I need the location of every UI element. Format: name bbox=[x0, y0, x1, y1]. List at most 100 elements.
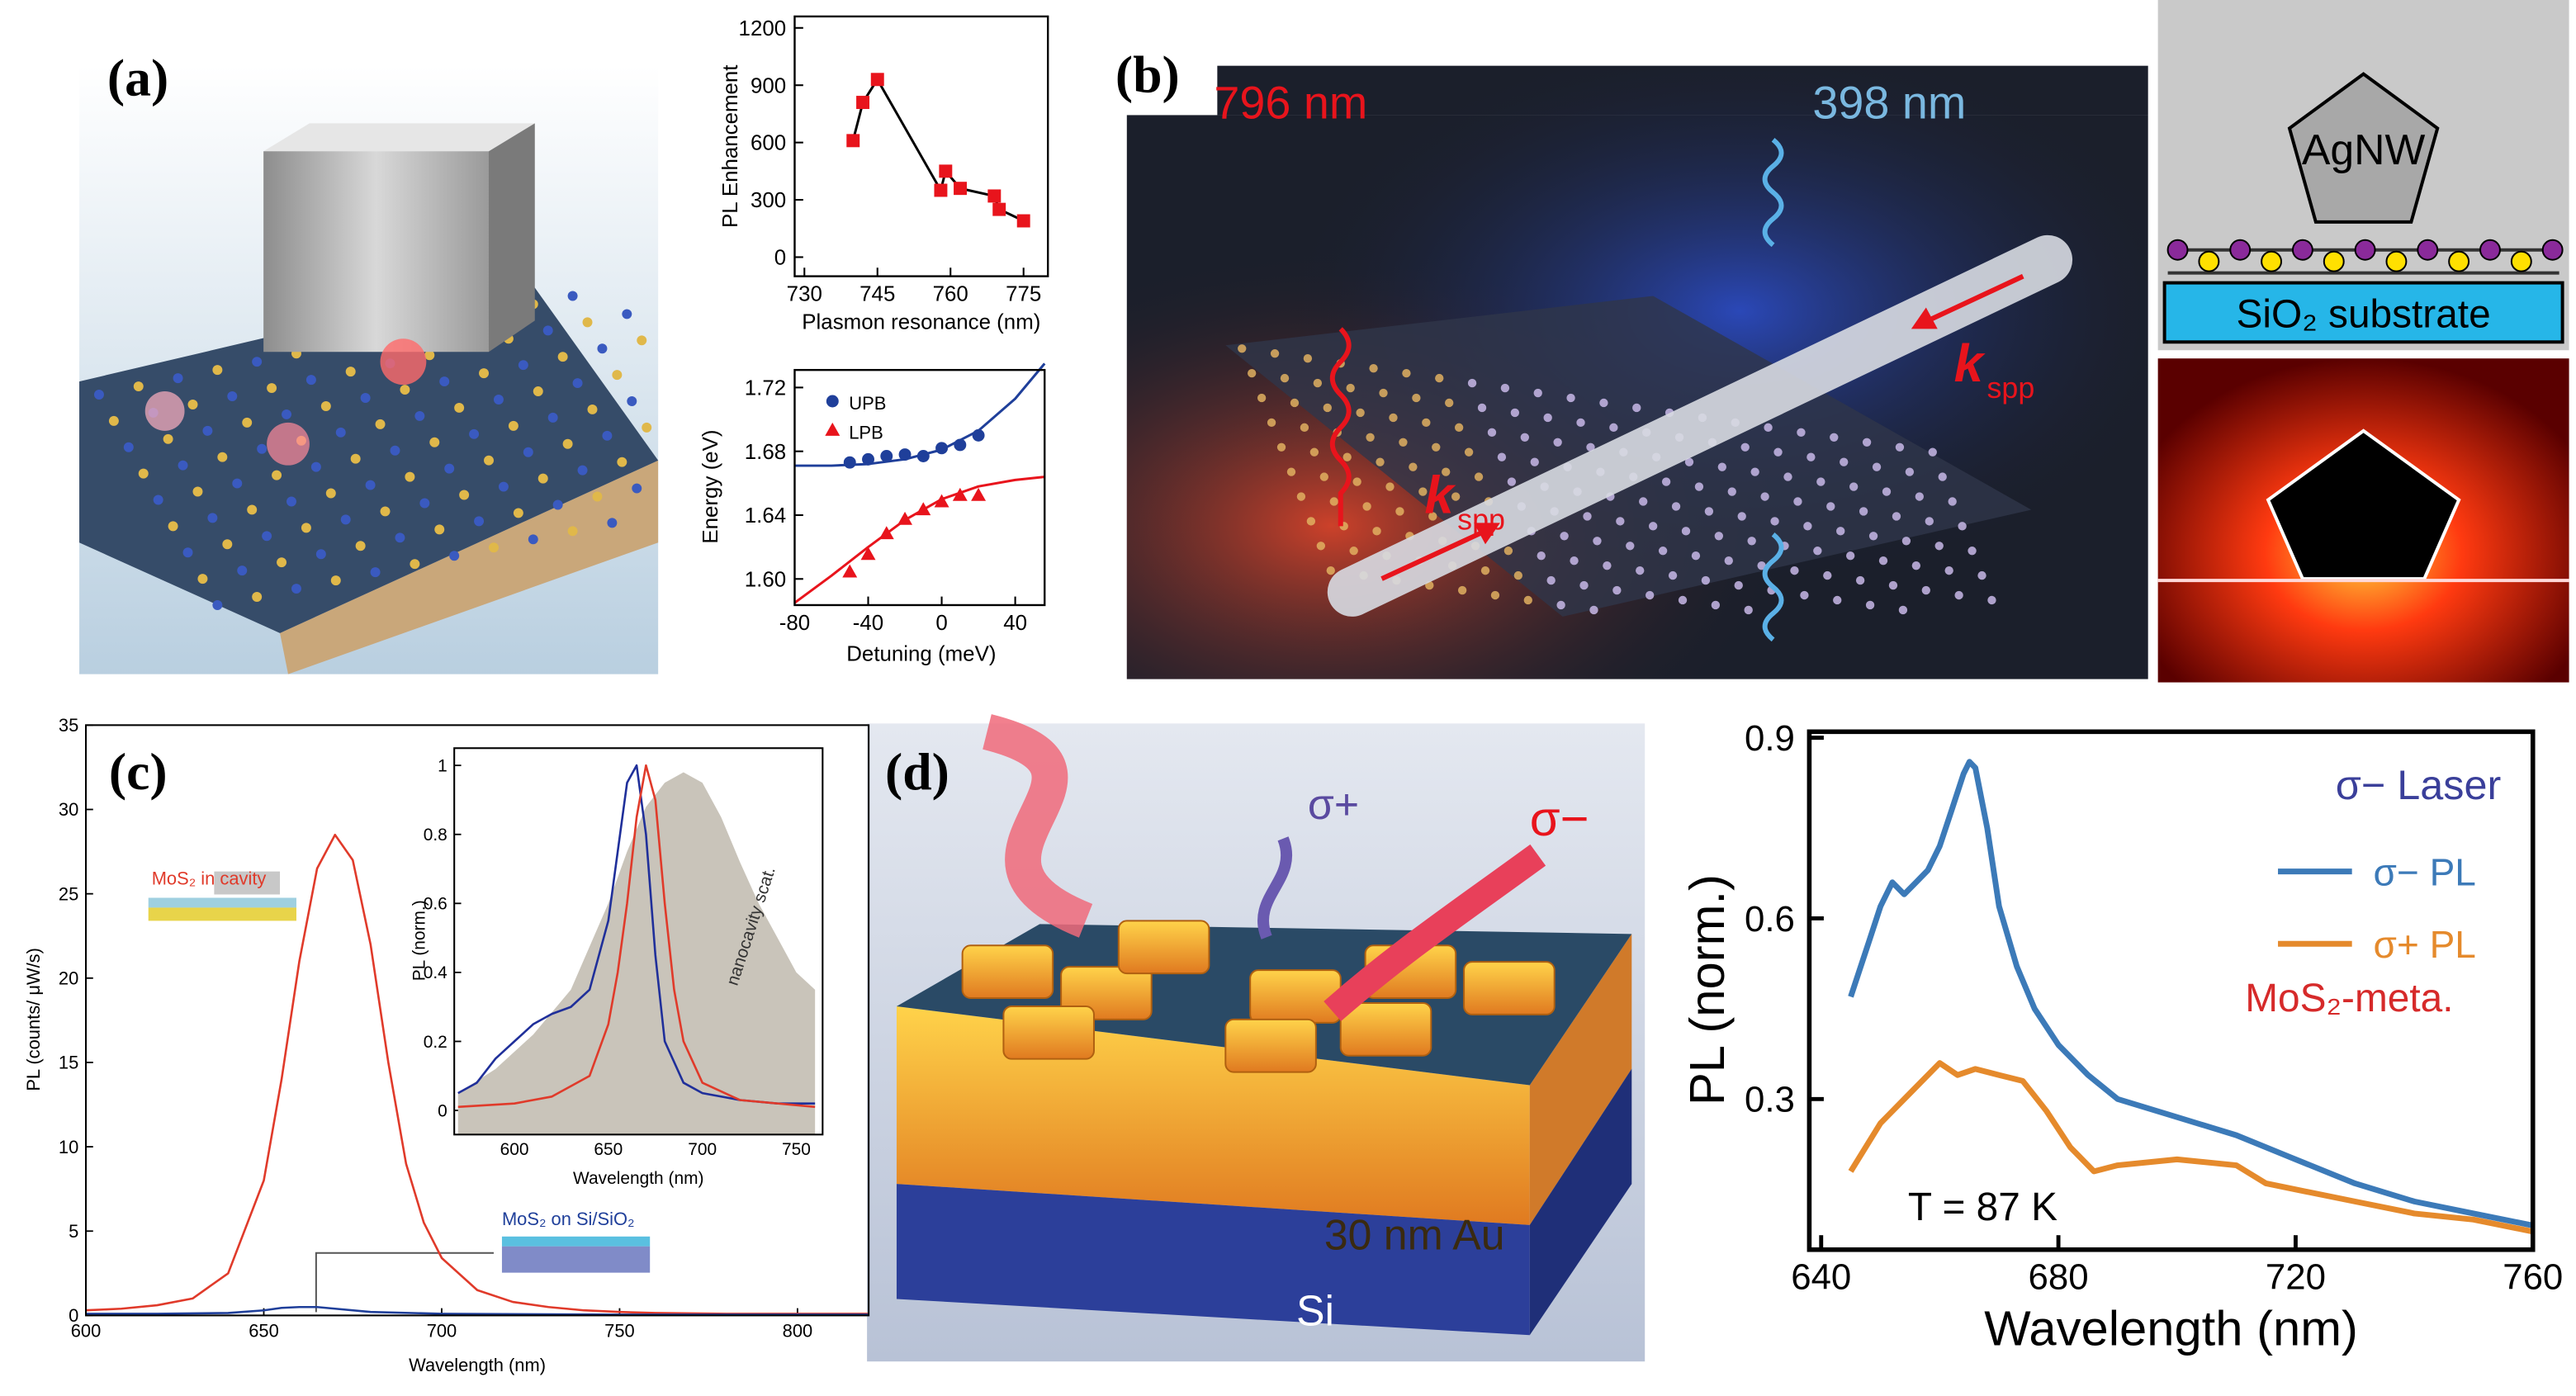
atom bbox=[395, 532, 405, 543]
atom bbox=[1895, 442, 1905, 452]
atom bbox=[1783, 472, 1792, 481]
panel-label: (b) bbox=[1115, 45, 1180, 104]
x-axis-label: Detuning (meV) bbox=[846, 643, 996, 666]
atom bbox=[1632, 403, 1641, 413]
atom bbox=[1701, 575, 1711, 585]
atom bbox=[489, 542, 499, 553]
atom bbox=[108, 415, 119, 426]
atom bbox=[2354, 239, 2376, 261]
hotspot bbox=[380, 338, 427, 386]
atom bbox=[424, 350, 435, 361]
y-tick-label: 1 bbox=[438, 756, 447, 775]
atom bbox=[227, 391, 238, 401]
atom bbox=[459, 490, 470, 500]
atom bbox=[1681, 527, 1691, 536]
atom bbox=[1928, 447, 1937, 457]
substrate-side bbox=[280, 460, 659, 674]
nanoblock bbox=[1117, 920, 1210, 975]
helix bbox=[983, 714, 1093, 938]
silicon-side bbox=[1529, 1068, 1632, 1336]
marker bbox=[939, 164, 953, 178]
x-tick-label: 750 bbox=[604, 1320, 635, 1341]
atom bbox=[474, 516, 485, 527]
y-tick-label: 1.64 bbox=[745, 504, 786, 528]
atom bbox=[320, 400, 331, 411]
panel-label: (c) bbox=[109, 742, 168, 801]
atom bbox=[414, 410, 425, 421]
emission-wave bbox=[1762, 532, 1784, 642]
atom bbox=[523, 447, 533, 457]
atom bbox=[1826, 502, 1835, 511]
plot-frame bbox=[453, 747, 824, 1136]
atom bbox=[1352, 477, 1361, 486]
atom bbox=[508, 420, 519, 431]
atom bbox=[1560, 532, 1569, 541]
atom bbox=[212, 365, 223, 376]
atom bbox=[1445, 398, 1454, 408]
atom bbox=[557, 352, 568, 362]
atom bbox=[1395, 507, 1404, 516]
atom bbox=[1704, 507, 1714, 516]
atom bbox=[1432, 442, 1441, 452]
y-tick-label: 5 bbox=[69, 1221, 78, 1242]
atom bbox=[1599, 398, 1608, 408]
atom bbox=[1691, 551, 1701, 561]
atom bbox=[612, 370, 623, 381]
atom bbox=[1813, 547, 1822, 556]
atom bbox=[1911, 561, 1921, 570]
atom bbox=[138, 468, 149, 479]
atom bbox=[1954, 590, 1963, 600]
layer bbox=[148, 907, 296, 921]
marker bbox=[992, 202, 1006, 216]
y-tick-label: 0.6 bbox=[1745, 899, 1795, 939]
atom bbox=[1678, 595, 1688, 605]
area bbox=[457, 772, 816, 1135]
atom bbox=[242, 417, 253, 428]
atom bbox=[1248, 368, 1257, 378]
annotation: MoS₂ on Si/SiO₂ bbox=[502, 1209, 635, 1229]
atom bbox=[1454, 423, 1464, 433]
cube-front bbox=[263, 151, 490, 353]
atom bbox=[1507, 477, 1517, 486]
x-tick-label: 720 bbox=[2266, 1257, 2326, 1298]
atom bbox=[286, 496, 296, 507]
y-tick-label: 0 bbox=[438, 1101, 447, 1120]
atom bbox=[1589, 605, 1598, 615]
wire-label: AgNW bbox=[2302, 125, 2426, 173]
layer-label: Si bbox=[1296, 1286, 1334, 1334]
atom bbox=[1944, 565, 1953, 575]
line bbox=[457, 764, 816, 1109]
x-tick-label: 760 bbox=[2503, 1257, 2563, 1298]
legend-label: UPB bbox=[849, 393, 886, 414]
atom bbox=[1385, 482, 1395, 491]
atom bbox=[1859, 507, 1868, 516]
atom bbox=[533, 386, 543, 397]
atom bbox=[247, 504, 258, 515]
y-tick-label: 1.60 bbox=[745, 568, 786, 591]
atom bbox=[617, 457, 627, 467]
atom bbox=[542, 325, 553, 336]
atom bbox=[562, 438, 573, 449]
atom bbox=[1694, 482, 1704, 491]
y-tick-label: 600 bbox=[751, 132, 786, 155]
atom bbox=[528, 534, 538, 545]
atom bbox=[1399, 438, 1408, 447]
wave-vector-sub: spp bbox=[1986, 371, 2034, 405]
atom bbox=[187, 399, 198, 409]
nanoblock bbox=[1249, 969, 1342, 1024]
y-tick-label: 1.68 bbox=[745, 441, 786, 464]
x-tick-label: 775 bbox=[1006, 282, 1041, 305]
atom bbox=[1968, 547, 1977, 556]
y-axis-label: PL (norm.) bbox=[1679, 874, 1735, 1105]
x-tick-label: 700 bbox=[427, 1320, 457, 1341]
atom bbox=[2448, 250, 2470, 272]
atom bbox=[1846, 551, 1855, 561]
atom bbox=[1319, 472, 1328, 481]
atom bbox=[1306, 517, 1316, 526]
atom bbox=[1362, 502, 1371, 511]
line bbox=[85, 833, 869, 1315]
x-tick-label: 750 bbox=[782, 1140, 811, 1159]
atom bbox=[1648, 522, 1658, 531]
atom bbox=[2479, 239, 2501, 261]
